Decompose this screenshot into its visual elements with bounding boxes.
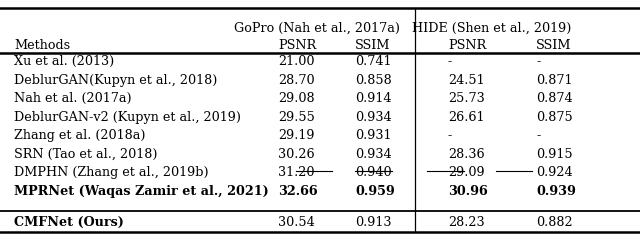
Text: 0.924: 0.924	[536, 166, 573, 179]
Text: 29.55: 29.55	[278, 111, 316, 123]
Text: SSIM: SSIM	[536, 39, 572, 52]
Text: 29.08: 29.08	[278, 92, 315, 105]
Text: 30.96: 30.96	[448, 185, 488, 197]
Text: 28.70: 28.70	[278, 74, 315, 87]
Text: 28.36: 28.36	[448, 148, 484, 160]
Text: Xu et al. (2013): Xu et al. (2013)	[14, 55, 115, 68]
Text: 0.858: 0.858	[355, 74, 392, 87]
Text: PSNR: PSNR	[448, 39, 486, 52]
Text: 0.882: 0.882	[536, 216, 573, 229]
Text: 0.940: 0.940	[355, 166, 392, 179]
Text: 0.741: 0.741	[355, 55, 392, 68]
Text: Methods: Methods	[14, 39, 70, 52]
Text: 30.26: 30.26	[278, 148, 315, 160]
Text: DMPHN (Zhang et al., 2019b): DMPHN (Zhang et al., 2019b)	[14, 166, 209, 179]
Text: DeblurGAN(Kupyn et al., 2018): DeblurGAN(Kupyn et al., 2018)	[14, 74, 218, 87]
Text: DeblurGAN-v2 (Kupyn et al., 2019): DeblurGAN-v2 (Kupyn et al., 2019)	[14, 111, 241, 123]
Text: MPRNet (Waqas Zamir et al., 2021): MPRNet (Waqas Zamir et al., 2021)	[14, 185, 269, 197]
Text: CMFNet (Ours): CMFNet (Ours)	[14, 216, 124, 229]
Text: -: -	[536, 55, 541, 68]
Text: GoPro (Nah et al., 2017a): GoPro (Nah et al., 2017a)	[234, 22, 400, 35]
Text: Zhang et al. (2018a): Zhang et al. (2018a)	[14, 129, 145, 142]
Text: 0.934: 0.934	[355, 148, 392, 160]
Text: -: -	[448, 55, 452, 68]
Text: 0.931: 0.931	[355, 129, 392, 142]
Text: 29.09: 29.09	[448, 166, 484, 179]
Text: 31.20: 31.20	[278, 166, 315, 179]
Text: PSNR: PSNR	[278, 39, 317, 52]
Text: 0.914: 0.914	[355, 92, 392, 105]
Text: 0.875: 0.875	[536, 111, 573, 123]
Text: 0.939: 0.939	[536, 185, 576, 197]
Text: 0.915: 0.915	[536, 148, 573, 160]
Text: 26.61: 26.61	[448, 111, 484, 123]
Text: 21.00: 21.00	[278, 55, 315, 68]
Text: 0.934: 0.934	[355, 111, 392, 123]
Text: 0.874: 0.874	[536, 92, 573, 105]
Text: -: -	[448, 129, 452, 142]
Text: 0.959: 0.959	[355, 185, 395, 197]
Text: 32.66: 32.66	[278, 185, 318, 197]
Text: 29.19: 29.19	[278, 129, 315, 142]
Text: Nah et al. (2017a): Nah et al. (2017a)	[14, 92, 132, 105]
Text: SRN (Tao et al., 2018): SRN (Tao et al., 2018)	[14, 148, 157, 160]
Text: SSIM: SSIM	[355, 39, 390, 52]
Text: 28.23: 28.23	[448, 216, 484, 229]
Text: 30.54: 30.54	[278, 216, 315, 229]
Text: 25.73: 25.73	[448, 92, 484, 105]
Text: 24.51: 24.51	[448, 74, 484, 87]
Text: 0.913: 0.913	[355, 216, 392, 229]
Text: 0.871: 0.871	[536, 74, 573, 87]
Text: HIDE (Shen et al., 2019): HIDE (Shen et al., 2019)	[412, 22, 572, 35]
Text: -: -	[536, 129, 541, 142]
